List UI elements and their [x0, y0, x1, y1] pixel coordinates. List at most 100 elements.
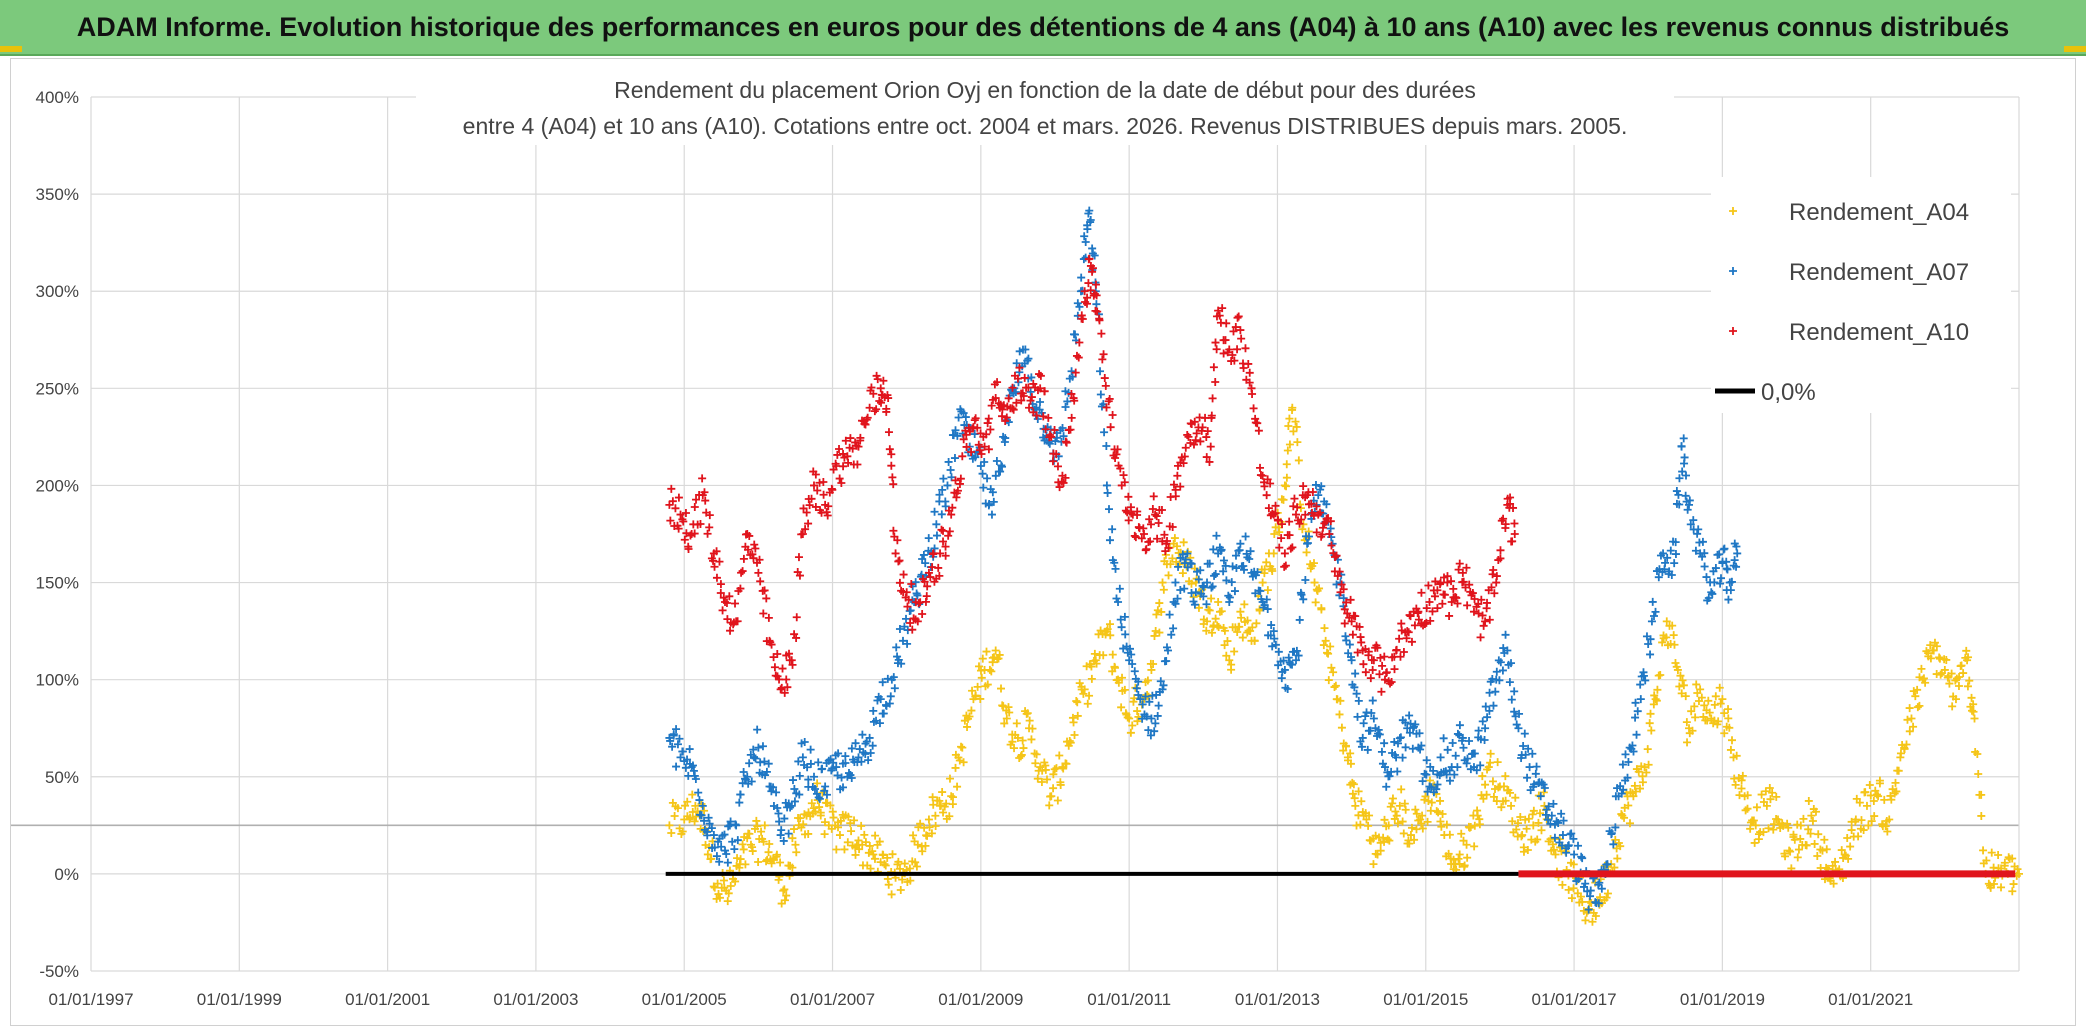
- data-point: [1325, 530, 1334, 538]
- data-point: [887, 450, 896, 459]
- data-point: [715, 557, 724, 566]
- data-point: [1442, 820, 1451, 829]
- data-point: [1661, 558, 1670, 567]
- data-point: [1857, 816, 1866, 825]
- data-point: [1650, 691, 1659, 700]
- data-point: [1227, 665, 1236, 674]
- data-point: [926, 573, 935, 582]
- data-point: [1163, 646, 1172, 655]
- data-point: [946, 466, 955, 475]
- data-point: [1474, 726, 1483, 735]
- data-point: [709, 831, 718, 840]
- data-point: [1383, 835, 1392, 844]
- data-point: [752, 816, 761, 825]
- data-point: [1303, 539, 1312, 548]
- data-point: [939, 526, 948, 535]
- data-point: [713, 879, 722, 888]
- data-point: [1134, 677, 1143, 686]
- data-point: [1578, 854, 1587, 863]
- data-point: [760, 821, 769, 830]
- data-point: [1285, 531, 1294, 540]
- data-point: [1462, 563, 1471, 572]
- data-point: [1301, 510, 1310, 519]
- data-point: [1114, 597, 1123, 606]
- data-point: [800, 738, 809, 747]
- data-point: [1227, 578, 1236, 587]
- data-point: [1714, 717, 1723, 726]
- data-point: [1151, 719, 1160, 728]
- data-point: [1286, 544, 1295, 553]
- data-point: [807, 494, 816, 503]
- data-point: [1401, 805, 1410, 814]
- data-point: [1623, 773, 1632, 782]
- data-point: [1202, 626, 1211, 635]
- data-point: [1453, 599, 1462, 608]
- data-point: [745, 531, 754, 540]
- data-point: [1887, 795, 1896, 804]
- data-point: [1194, 575, 1203, 584]
- data-point: [1433, 586, 1442, 595]
- data-point: [891, 549, 900, 558]
- data-point: [811, 470, 820, 479]
- data-point: [1831, 857, 1840, 866]
- data-point: [1491, 687, 1500, 696]
- data-point: [1549, 799, 1558, 808]
- data-point: [1470, 842, 1479, 851]
- data-point: [674, 493, 683, 502]
- data-point: [787, 801, 796, 810]
- data-point: [1105, 620, 1114, 629]
- data-point: [869, 706, 878, 715]
- series-Rendement_A07: [665, 206, 1742, 914]
- data-point: [878, 678, 887, 687]
- data-point: [777, 826, 786, 835]
- data-point: [1428, 607, 1437, 616]
- data-point: [795, 571, 804, 580]
- x-tick-label: 01/01/2017: [1532, 990, 1617, 1009]
- data-point: [1574, 841, 1583, 850]
- data-point: [1410, 835, 1419, 844]
- data-point: [1401, 718, 1410, 727]
- data-point: [1248, 390, 1257, 399]
- data-point: [903, 639, 912, 648]
- data-point: [987, 510, 996, 519]
- data-point: [1662, 633, 1671, 642]
- data-point: [1142, 545, 1151, 554]
- data-point: [935, 490, 944, 499]
- data-point: [1100, 374, 1109, 383]
- data-point: [1387, 678, 1396, 687]
- data-point: [904, 595, 913, 604]
- data-point: [1203, 427, 1212, 436]
- data-point: [1374, 725, 1383, 734]
- data-point: [1202, 453, 1211, 462]
- data-point: [1507, 659, 1516, 668]
- data-point: [1149, 659, 1158, 668]
- data-point: [1086, 286, 1095, 295]
- data-point: [1294, 651, 1303, 660]
- data-point: [1229, 327, 1238, 336]
- data-point: [1793, 853, 1802, 862]
- data-point: [1354, 787, 1363, 796]
- page-title: ADAM Informe. Evolution historique des p…: [76, 12, 2010, 42]
- data-point: [690, 817, 699, 826]
- data-point: [1125, 714, 1134, 723]
- data-point: [1967, 706, 1976, 715]
- data-point: [834, 749, 843, 758]
- data-point: [1263, 605, 1272, 614]
- data-point: [1169, 624, 1178, 633]
- data-point: [783, 683, 792, 692]
- data-point: [1244, 359, 1253, 368]
- data-point: [1348, 630, 1357, 639]
- data-point: [1321, 636, 1330, 645]
- data-point: [716, 589, 725, 598]
- data-point: [968, 686, 977, 695]
- data-point: [991, 394, 1000, 403]
- data-point: [1010, 744, 1019, 753]
- data-point: [1027, 393, 1036, 402]
- data-point: [1402, 634, 1411, 643]
- data-point: [1708, 589, 1717, 598]
- data-point: [935, 571, 944, 580]
- data-point: [916, 819, 925, 828]
- data-point: [1977, 811, 1986, 820]
- data-point: [1174, 562, 1183, 571]
- data-point: [1488, 777, 1497, 786]
